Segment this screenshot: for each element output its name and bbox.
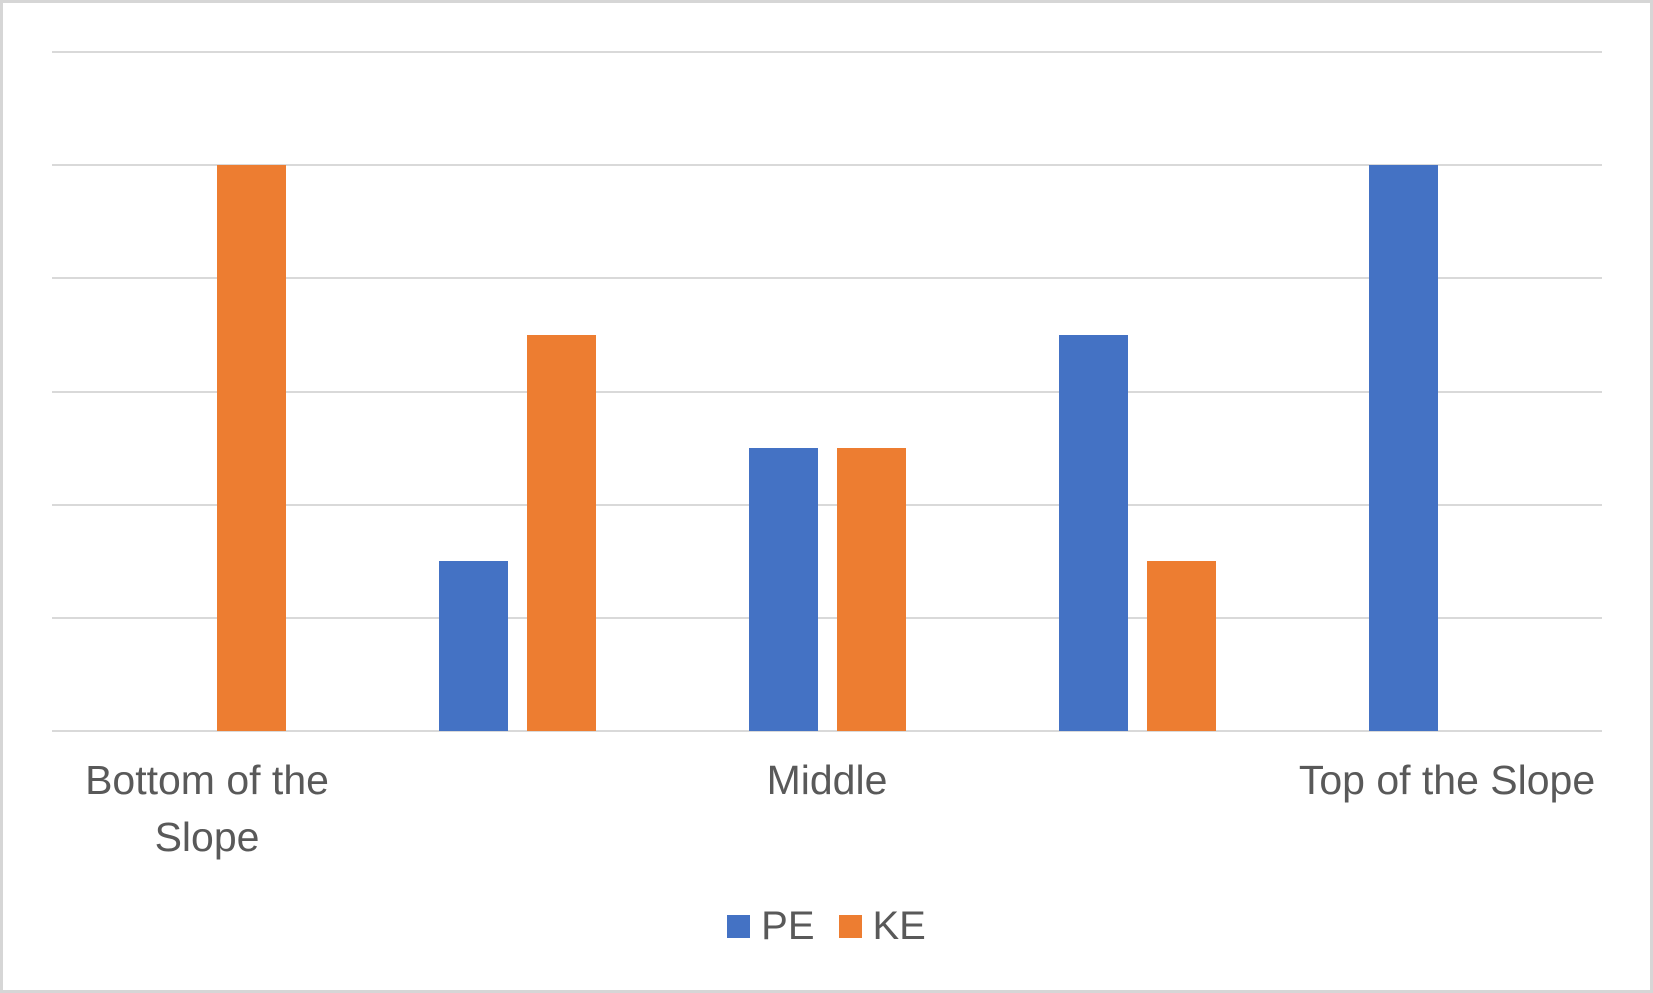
gridline [52,164,1602,167]
x-axis-label: Top of the Slope [1298,757,1596,803]
bar-pe-cat4 [1058,334,1128,731]
bar-ke-cat2 [526,334,596,731]
legend-item-ke: KE [838,904,926,949]
legend-swatch-icon [838,915,862,938]
bar-pe-cat2 [438,561,508,731]
bar-ke-cat4 [1146,561,1216,731]
bar-ke-cat1 [216,165,286,731]
gridline [52,277,1602,280]
gridline [52,390,1602,393]
gridline [52,503,1602,506]
legend-label: KE [872,904,926,948]
gridline [52,51,1602,53]
bar-pe-cat3 [748,448,818,731]
legend-label: PE [761,904,815,948]
legend-item-pe: PE [727,904,815,949]
x-axis-labels: Bottom of the Slope Middle Top of the Slop… [52,752,1602,872]
x-axis-label: Bottom of the Slope [85,757,329,860]
x-axis-label: Middle [766,757,888,803]
plot-area [52,51,1602,732]
gridline [52,616,1602,619]
x-axis-line [52,730,1602,732]
legend-swatch-icon [727,915,751,938]
bar-ke-cat3 [836,448,906,731]
legend: PE KE [3,904,1650,949]
bar-pe-cat5 [1368,165,1438,731]
